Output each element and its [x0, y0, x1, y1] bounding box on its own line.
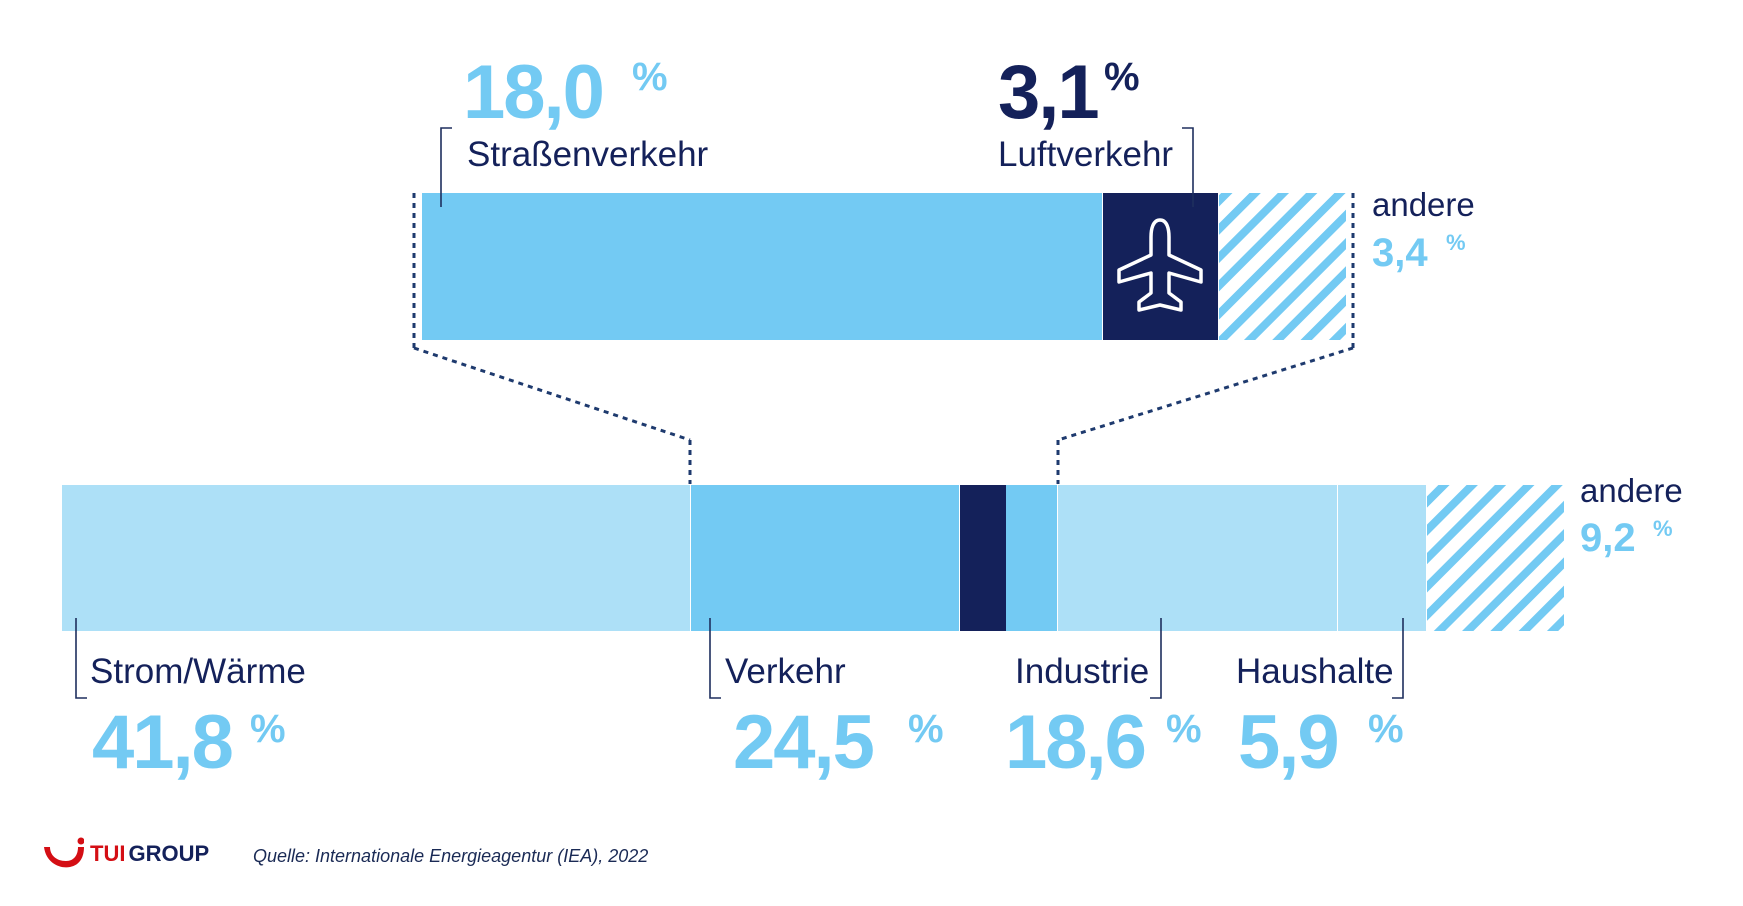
bar-verkehr-strasse [691, 485, 959, 631]
andere-bottom-value: 9,2 [1580, 516, 1636, 560]
andere-top-pct: % [1446, 230, 1466, 255]
bar-andere-bottom [1427, 485, 1564, 631]
haushalte-pct: % [1368, 707, 1404, 751]
bar-strassenverkehr [422, 193, 1102, 340]
industrie-value: 18,6 [1005, 700, 1145, 785]
bar-haushalte [1338, 485, 1426, 631]
bar-verkehr-andere [1006, 485, 1057, 631]
industrie-pct: % [1166, 707, 1202, 751]
haushalte-label: Haushalte [1236, 652, 1394, 691]
airplane-icon [1117, 218, 1203, 312]
strassenverkehr-label: Straßenverkehr [467, 135, 709, 174]
bar-andere-top [1219, 193, 1346, 340]
industrie-label: Industrie [1015, 652, 1149, 691]
strom-waerme-label: Strom/Wärme [90, 652, 306, 691]
strom-waerme-pct: % [250, 707, 286, 751]
haushalte-value: 5,9 [1238, 700, 1338, 785]
andere-top-value: 3,4 [1372, 231, 1428, 275]
verkehr-pct: % [908, 707, 944, 751]
andere-bottom-label: andere [1580, 472, 1683, 509]
bar-strom-waerme [62, 485, 690, 631]
tui-group-logo: TUI GROUP [40, 836, 209, 872]
luftverkehr-pct: % [1104, 55, 1140, 99]
logo-tui-text: TUI [90, 841, 126, 866]
luftverkehr-value: 3,1 [998, 50, 1098, 135]
logo-group-text: GROUP [128, 841, 210, 866]
luftverkehr-label: Luftverkehr [998, 135, 1173, 174]
strassenverkehr-pct: % [632, 55, 668, 99]
zoom-connectors [412, 193, 1355, 484]
bar-verkehr-luft [960, 485, 1006, 631]
label-brackets [75, 127, 1404, 699]
strassenverkehr-value: 18,0 [463, 50, 603, 135]
bar-luftverkehr [1103, 193, 1218, 340]
bar-industrie [1058, 485, 1337, 631]
verkehr-value: 24,5 [733, 700, 874, 785]
verkehr-label: Verkehr [725, 652, 846, 691]
strom-waerme-value: 41,8 [92, 700, 232, 785]
andere-top-label: andere [1372, 186, 1475, 223]
andere-bottom-pct: % [1653, 516, 1673, 541]
source-note: Quelle: Internationale Energieagentur (I… [253, 846, 649, 866]
tui-smile-icon [44, 837, 84, 868]
